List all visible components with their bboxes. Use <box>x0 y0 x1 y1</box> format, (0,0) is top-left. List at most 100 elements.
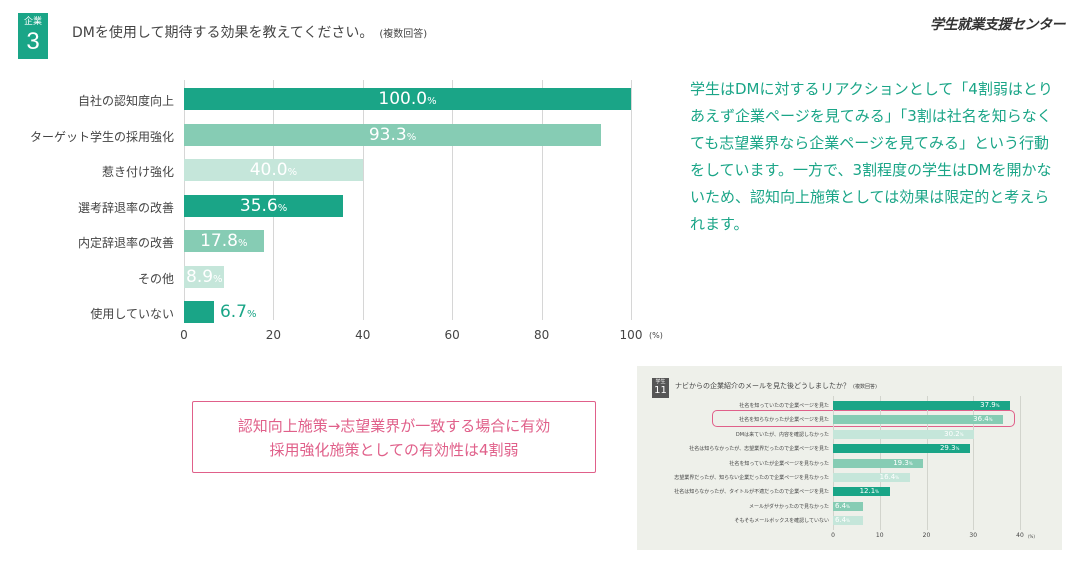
inset-x-axis-unit: (%) <box>1028 534 1035 539</box>
inset-bar-value-label: 19.3% <box>893 459 912 468</box>
value-number: 100.0 <box>378 89 428 109</box>
value-number: 93.3 <box>368 124 407 145</box>
inset-gridline <box>973 396 975 530</box>
question-note: (複数回答) <box>379 29 428 40</box>
bar <box>184 159 363 181</box>
inset-bar <box>833 458 924 468</box>
inset-category-label: 志望業界だったが、知らない企業だったので企業ページを見なかった <box>674 475 829 481</box>
question-tag: 企業 <box>23 17 42 27</box>
value-number: 35.6 <box>239 195 278 216</box>
category-label: 選考辞退率の改善 <box>77 200 174 215</box>
value-percent: % <box>277 202 288 214</box>
inset-gridline <box>1020 396 1021 530</box>
value-percent: % <box>237 238 248 249</box>
inset-value-number: 30.2 <box>944 429 960 438</box>
inset-x-tick-label: 20 <box>922 532 931 539</box>
inset-value-number: 16.4 <box>879 473 896 481</box>
gridline <box>631 80 632 320</box>
value-percent: % <box>406 131 417 143</box>
inset-x-tick-label: 40 <box>1016 532 1024 539</box>
question-title: DMを使用して期待する効果を教えてください。 (複数回答) <box>72 22 427 42</box>
inset-category-label: 社名は知らなかったが、志望業界だったので企業ページを見た <box>689 446 829 453</box>
inset-bar <box>833 501 863 511</box>
value-percent: % <box>427 96 437 107</box>
value-number: 40.0 <box>249 160 288 180</box>
bar-value-label: 6.7% <box>220 302 257 325</box>
inset-value-number: 19.3 <box>893 458 909 467</box>
inset-value-number: 37.9 <box>980 401 996 409</box>
x-tick-label: 80 <box>533 328 550 342</box>
bar-value-label: 93.3% <box>363 125 423 148</box>
inset-category-label: DMは来ていたが、内容を確認しなかった <box>735 431 829 438</box>
inset-value-number: 29.3 <box>939 444 956 453</box>
x-tick-label: 20 <box>265 328 282 342</box>
bar-value-label: 100.0% <box>378 89 438 112</box>
inset-x-tick-label: 0 <box>831 532 835 539</box>
inset-title: ナビからの企業紹介のメールを見た後どうしましたか？ (複数回答) <box>675 381 877 391</box>
inset-value-percent: % <box>988 417 993 423</box>
inset-bar <box>833 444 970 454</box>
inset-bar-value-label: 29.3% <box>940 444 959 453</box>
value-number: 6.7 <box>219 302 247 322</box>
inset-bar-value-label: 37.9% <box>980 401 999 410</box>
inset-gridline <box>926 396 928 530</box>
inset-category-label: そもそもメールボックスを確認していない <box>734 518 829 525</box>
inset-category-label: 社名は知らなかったが、タイトルが不適だったので企業ページを見た <box>674 489 829 496</box>
bar-value-label: 40.0% <box>243 160 303 183</box>
callout-box: 認知向上施策→志望業界が一致する場合に有効 採用強化施策としての有効性は4割弱 <box>192 401 596 473</box>
inset-value-percent: % <box>908 460 913 466</box>
category-label: その他 <box>137 271 174 286</box>
bar <box>184 265 224 288</box>
category-label: 自社の認知度向上 <box>77 94 174 108</box>
main-bar-chart: 0 20 40 60 80 100 (%) 自社の認知度向上 100.0% ターゲット学生の採用強… <box>0 0 680 360</box>
inset-title-text: ナビからの企業紹介のメールを見た後どうしましたか？ <box>675 382 850 390</box>
question-text: DMを使用して期待する効果を教えてください。 <box>72 25 374 41</box>
inset-bar <box>833 415 1004 425</box>
inset-bar <box>833 487 890 497</box>
value-number: 17.8 <box>200 231 238 251</box>
inset-value-number: 36.4 <box>973 415 989 424</box>
question-number-badge: 企業 3 <box>18 13 48 59</box>
inset-bar <box>833 516 863 526</box>
x-tick-label: 100 <box>619 328 643 342</box>
inset-value-number: 12.1 <box>859 487 876 496</box>
value-percent: % <box>287 167 298 178</box>
inset-bar-value-label: 6.4% <box>835 502 850 511</box>
inset-bar-value-label: 36.4% <box>973 415 992 424</box>
inset-bar-value-label: 30.2% <box>944 430 963 439</box>
inset-value-percent: % <box>955 446 960 452</box>
inset-bar <box>833 429 975 439</box>
inset-category-label: 社名を知っていたので企業ページを見た <box>739 403 829 409</box>
callout-line-1: 認知向上施策→志望業界が一致する場合に有効 <box>237 417 551 435</box>
x-tick-label: 60 <box>444 328 460 342</box>
inset-value-percent: % <box>846 503 850 509</box>
bar <box>184 230 264 252</box>
bar-value-label: 8.9% <box>186 267 223 290</box>
category-label: 使用していない <box>90 307 174 321</box>
bar <box>184 301 214 323</box>
callout-line-2: 採用強化施策としての有効性は4割弱 <box>269 441 519 459</box>
category-label: 内定辞退率の改善 <box>77 236 174 250</box>
bar-value-label: 17.8% <box>194 231 254 254</box>
x-axis-unit: (%) <box>649 331 663 340</box>
category-label: ターゲット学生の採用強化 <box>29 129 174 144</box>
inset-bar-value-label: 16.4% <box>880 473 899 482</box>
gridline <box>362 80 364 320</box>
gridline <box>452 80 454 320</box>
question-number: 3 <box>26 28 40 55</box>
brand-logo: 学生就業支援センター <box>930 17 1066 33</box>
bar <box>184 194 344 217</box>
highlight-box <box>712 410 1015 427</box>
value-percent: % <box>246 309 257 320</box>
inset-value-number: 6.4 <box>835 516 847 525</box>
inset-bar-value-label: 6.4% <box>835 516 850 525</box>
gridline <box>541 80 543 320</box>
inset-x-tick-label: 10 <box>875 532 884 539</box>
inset-question-tag: 学生 <box>655 379 666 385</box>
inset-x-tick-label: 30 <box>969 532 978 539</box>
comment-text: 学生はDMに対するリアクションとして「4割弱はとりあえず企業ページを見てみる」「… <box>690 80 1053 233</box>
inset-value-percent: % <box>959 431 964 437</box>
inset-bar <box>833 401 1011 410</box>
inset-category-label: 社名を知っていたが企業ページを見なかった <box>729 460 829 467</box>
inset-category-label: 社名を知らなかったが企業ページを見た <box>739 417 829 424</box>
